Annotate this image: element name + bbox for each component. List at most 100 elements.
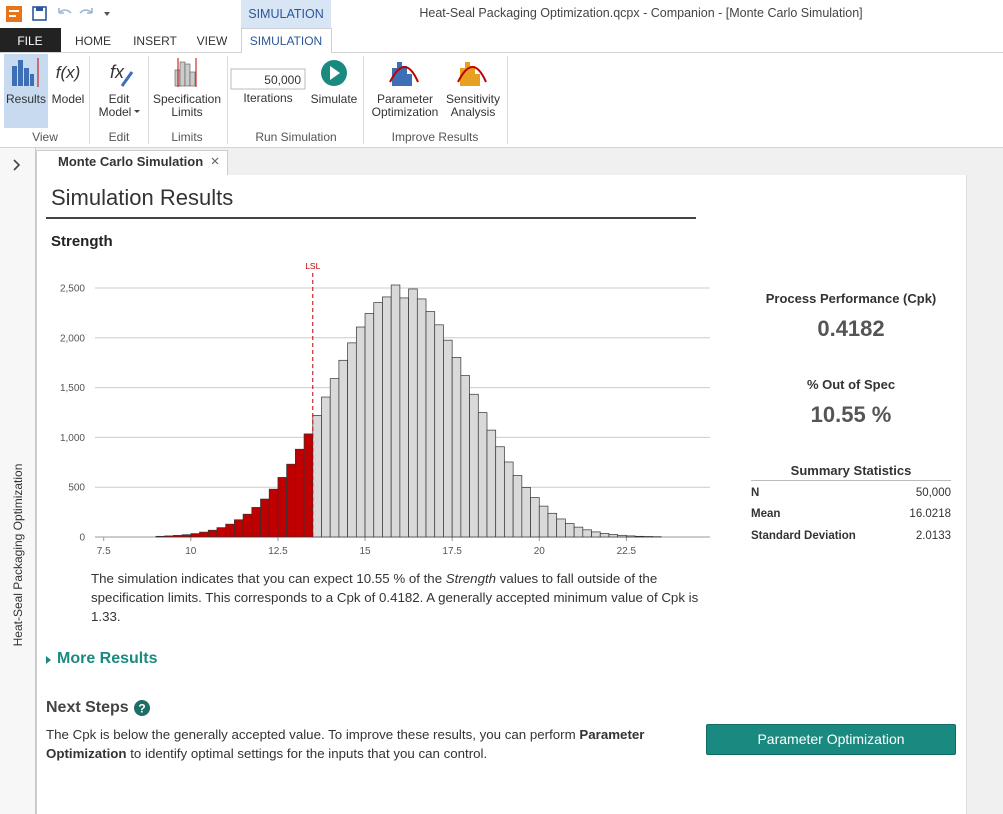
bar <box>173 535 183 538</box>
bar <box>260 498 270 538</box>
next-steps-text: The Cpk is below the generally accepted … <box>46 725 686 763</box>
bar <box>556 518 566 538</box>
bar <box>268 488 279 538</box>
description: The simulation indicates that you can ex… <box>91 569 701 626</box>
bar <box>634 535 645 538</box>
expand-icon[interactable] <box>45 655 53 665</box>
report-title: Simulation Results <box>51 185 234 210</box>
ribbon-button[interactable]: Simulate <box>310 92 358 106</box>
x-tick-label: 12.5 <box>268 546 288 557</box>
document-tab[interactable] <box>36 150 228 176</box>
ribbon-button[interactable]: Specification <box>152 92 222 106</box>
ribbon-button[interactable]: Edit <box>108 92 130 106</box>
bar <box>364 313 375 538</box>
help-icon[interactable]: ? <box>133 699 151 717</box>
histogram: 0 500 1,000 1,500 2,000 2,500 7.5 10 12.5 15 17.5 2… <box>60 261 710 557</box>
bar <box>608 534 619 538</box>
group-label: Improve Results <box>391 130 479 144</box>
bar <box>408 288 418 538</box>
y-tick-label: 500 <box>68 483 85 494</box>
bar <box>251 507 261 538</box>
bar <box>512 475 523 538</box>
separator <box>363 56 364 144</box>
bar <box>591 531 601 538</box>
variable-name: Strength <box>51 233 113 250</box>
context-tab-header: SIMULATION <box>241 0 331 28</box>
group-label: Edit <box>108 130 130 144</box>
bar <box>495 446 505 538</box>
tab[interactable]: VIEW <box>196 34 228 48</box>
bar <box>451 357 462 538</box>
stats-rule <box>751 480 951 481</box>
ribbon-label: Iterations <box>243 91 293 105</box>
bar <box>338 359 348 538</box>
more-results[interactable]: More Results <box>57 650 158 667</box>
side-panel <box>0 148 36 814</box>
bar <box>425 311 436 538</box>
svg-text:fx: fx <box>110 62 125 82</box>
text: values to fall outside of the specificat… <box>91 571 699 624</box>
quick-access <box>6 6 110 22</box>
tab[interactable]: FILE <box>17 34 43 48</box>
ribbon-button[interactable]: Optimization <box>371 105 439 119</box>
window-title: Heat-Seal Packaging Optimization.qcpx - … <box>419 6 863 20</box>
ribbon-button[interactable]: Sensitivity <box>445 92 501 106</box>
out-of-spec-value: 10.55 % <box>810 402 892 427</box>
lsl-label: LSL <box>305 261 320 271</box>
bar <box>312 415 322 538</box>
ribbon-button[interactable]: Model <box>98 105 132 119</box>
tab[interactable]: SIMULATION <box>249 34 323 48</box>
ribbon-button[interactable]: Results <box>5 92 47 106</box>
bar <box>521 487 531 538</box>
bar <box>199 531 209 538</box>
bar <box>321 396 331 538</box>
ribbon <box>0 53 1003 148</box>
ribbon-button[interactable]: Model <box>51 92 85 106</box>
ribbon-icons: f(x) fx <box>12 58 487 90</box>
ribbon-button[interactable]: Parameter <box>376 92 434 106</box>
bar <box>443 339 453 538</box>
separator <box>507 56 508 144</box>
bar <box>565 523 575 538</box>
text: Strength <box>445 571 497 586</box>
close-tab[interactable] <box>211 157 220 166</box>
bar <box>504 461 514 538</box>
separator <box>227 56 228 144</box>
bar <box>599 533 610 538</box>
cpk-label: Process Performance (Cpk) <box>765 291 937 306</box>
bar <box>390 284 401 538</box>
bar <box>286 463 296 538</box>
ribbon-button[interactable]: Limits <box>171 105 203 119</box>
side-panel-label: Heat-Seal Packaging Optimization <box>11 463 25 647</box>
title-bar <box>0 0 1003 28</box>
file-tab-bg[interactable] <box>0 28 61 52</box>
x-tick-label: 17.5 <box>442 546 462 557</box>
bar <box>399 297 409 538</box>
tab[interactable]: INSERT <box>133 34 177 48</box>
bar <box>355 326 366 538</box>
svg-text:?: ? <box>138 702 145 716</box>
bar <box>225 523 235 538</box>
bar <box>277 477 287 538</box>
scroll-area <box>966 175 1003 814</box>
y-tick-label: 1,500 <box>60 383 85 394</box>
tab[interactable]: HOME <box>75 34 111 48</box>
bar <box>347 342 357 538</box>
bar <box>190 533 200 538</box>
expand-arrow[interactable] <box>12 158 22 172</box>
iterations-input[interactable]: 50,000 <box>264 73 301 87</box>
bar <box>477 412 488 538</box>
dropdown-arrow <box>134 110 140 113</box>
bar <box>617 534 627 538</box>
group-label: Run Simulation <box>255 130 337 144</box>
bar <box>416 298 427 538</box>
bar <box>242 513 253 538</box>
optimize-button[interactable]: Parameter Optimization <box>706 724 956 755</box>
bar <box>547 512 558 538</box>
bar <box>216 527 227 538</box>
stat-value: 50,000 <box>915 487 951 499</box>
ribbon-button[interactable]: Analysis <box>450 105 496 119</box>
bar <box>207 529 218 538</box>
bar <box>155 535 166 538</box>
